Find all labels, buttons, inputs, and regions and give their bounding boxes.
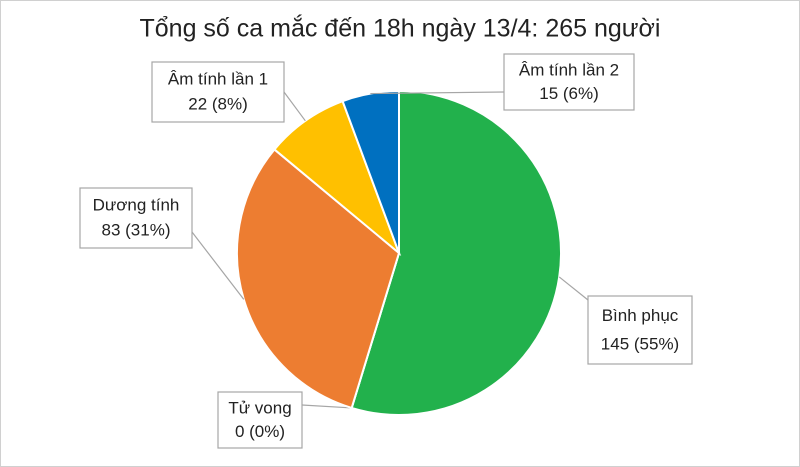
leader-line xyxy=(283,91,306,122)
value-label: 145 (55%) xyxy=(601,334,679,353)
leader-line xyxy=(370,91,505,95)
callout-box xyxy=(587,295,693,365)
value-label: 83 (31%) xyxy=(102,221,171,240)
callout-box xyxy=(151,61,285,123)
pie-slice xyxy=(236,148,401,410)
pie-slice xyxy=(341,89,400,254)
value-label: 22 (8%) xyxy=(188,95,248,114)
leader-line xyxy=(558,276,589,301)
value-label: 15 (6%) xyxy=(539,84,599,103)
callout-box xyxy=(217,391,303,449)
value-label: 0 (0%) xyxy=(235,422,285,441)
leader-line xyxy=(301,404,352,409)
leader-line xyxy=(191,231,245,300)
slice-label: Dương tính xyxy=(93,195,180,214)
slice-label: Âm tính lần 1 xyxy=(168,69,268,88)
slice-label: Tử vong xyxy=(228,398,291,417)
slice-label: Âm tính lần 2 xyxy=(519,60,619,79)
pie-slice xyxy=(350,89,562,416)
slice-label: Bình phục xyxy=(602,306,679,325)
callout-box xyxy=(503,53,635,111)
callout-box xyxy=(79,187,193,249)
chart-title: Tổng số ca mắc đến 18h ngày 13/4: 265 ng… xyxy=(140,14,661,43)
